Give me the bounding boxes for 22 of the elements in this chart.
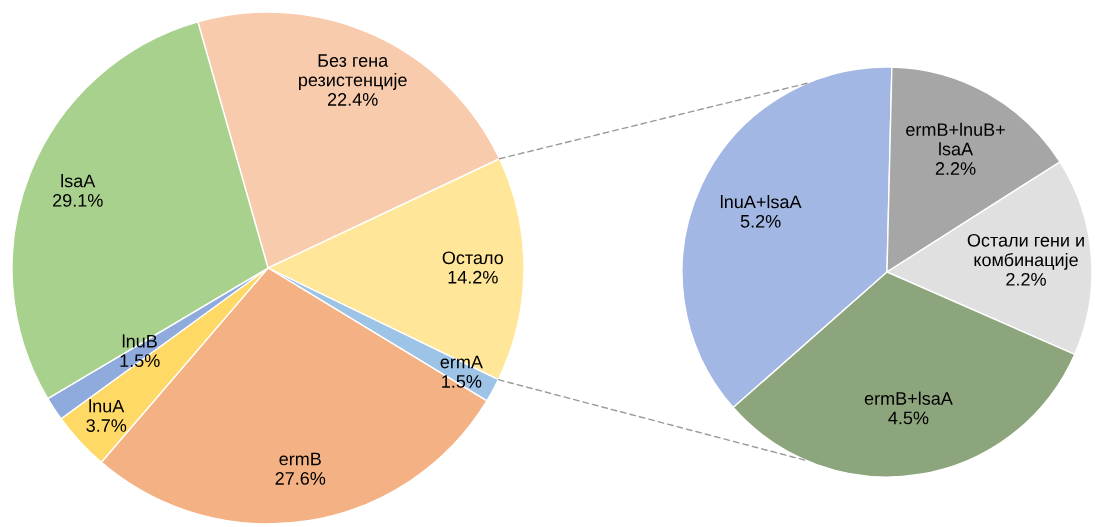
data-label: 27.6%	[275, 472, 326, 485]
slice-label: Остали гени и комбинације	[967, 233, 1084, 270]
slice-label: lnuA	[89, 399, 125, 413]
data-label: 4.5%	[888, 411, 929, 425]
slice-label: ermB+lnuB+ lsaA	[906, 122, 1005, 156]
slice-label: lsaA	[61, 174, 96, 188]
data-label: 5.2%	[740, 214, 781, 228]
data-label: 3.7%	[86, 419, 127, 432]
data-label: 1.5%	[120, 354, 160, 368]
slice-label: Без гена резистенције	[299, 54, 407, 90]
data-label: 2.2%	[1006, 272, 1046, 286]
slice-label: ermB	[279, 452, 321, 466]
data-label: 29.1%	[53, 193, 103, 207]
data-label: 1.5%	[442, 375, 482, 388]
data-label: 2.2%	[935, 162, 976, 175]
slice-label: Остало	[442, 251, 504, 265]
data-label: 22.4%	[327, 93, 378, 106]
data-label: 14.2%	[448, 270, 498, 284]
slice-label: ermB+lsaA	[864, 391, 953, 405]
slice-label: lnuA+lsaA	[720, 194, 802, 209]
slice-label: lnuB	[122, 334, 157, 348]
slice-label: ermA	[440, 355, 483, 369]
